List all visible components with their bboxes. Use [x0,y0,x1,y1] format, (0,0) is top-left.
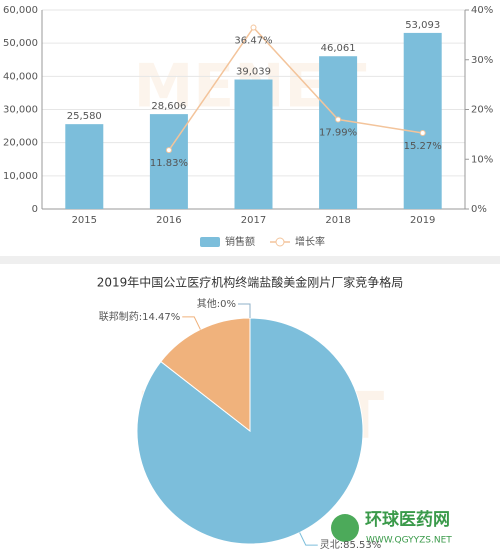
logo-name: 环球医药网 [365,509,450,530]
y2-tick-label: 30% [471,55,493,66]
pie-label: 灵北:85.53% [320,539,382,551]
legend-label: 增长率 [295,235,325,248]
pie-title: 2019年中国公立医疗机构终端盐酸美金刚片厂家竞争格局 [97,275,404,290]
line-point [419,130,426,137]
legend-swatch [275,237,285,247]
leader-line [299,532,318,546]
x-tick-label: 2018 [325,215,350,226]
y2-tick-label: 20% [471,105,493,116]
legend-swatch [200,237,220,247]
bar [234,79,273,209]
line-value-label: 17.99% [319,127,357,138]
y-tick-label: 10,000 [3,171,38,182]
logo-icon [331,514,359,542]
logo: 环球医药网 WWW.QGYYZS.NET [331,509,452,546]
bar-value-label: 39,039 [236,67,271,78]
bar [319,56,358,209]
x-tick-label: 2017 [241,215,266,226]
bar-value-label: 53,093 [405,20,440,31]
logo-url: WWW.QGYYZS.NET [366,536,452,546]
y-tick-label: 60,000 [3,5,38,16]
line-point [250,24,257,31]
x-tick-label: 2016 [156,215,181,226]
y-tick-label: 50,000 [3,38,38,49]
divider [0,256,500,264]
bar-value-label: 46,061 [321,43,356,54]
pie-label: 联邦制药:14.47% [99,310,181,323]
line-value-label: 11.83% [150,158,188,169]
bar [149,114,188,209]
legend-label: 销售额 [225,235,255,248]
y-tick-label: 0 [32,204,38,215]
y2-tick-label: 0% [471,204,487,215]
bar [403,32,442,209]
bar [65,124,104,209]
bar-value-label: 28,606 [151,101,186,112]
leader-line [182,316,201,330]
y2-tick-label: 10% [471,154,493,165]
x-tick-label: 2015 [72,215,97,226]
growth-line [168,26,423,151]
pie-label: 其他:0% [197,297,236,310]
x-tick-label: 2019 [410,215,435,226]
y-tick-label: 20,000 [3,138,38,149]
y-tick-label: 30,000 [3,105,38,116]
leader-line [238,303,251,318]
line-value-label: 36.47% [234,36,272,47]
line-point [335,116,342,123]
y2-tick-label: 40% [471,5,493,16]
bar-value-label: 25,580 [67,111,102,122]
y-tick-label: 40,000 [3,71,38,82]
line-value-label: 15.27% [404,141,442,152]
line-point [165,147,172,154]
